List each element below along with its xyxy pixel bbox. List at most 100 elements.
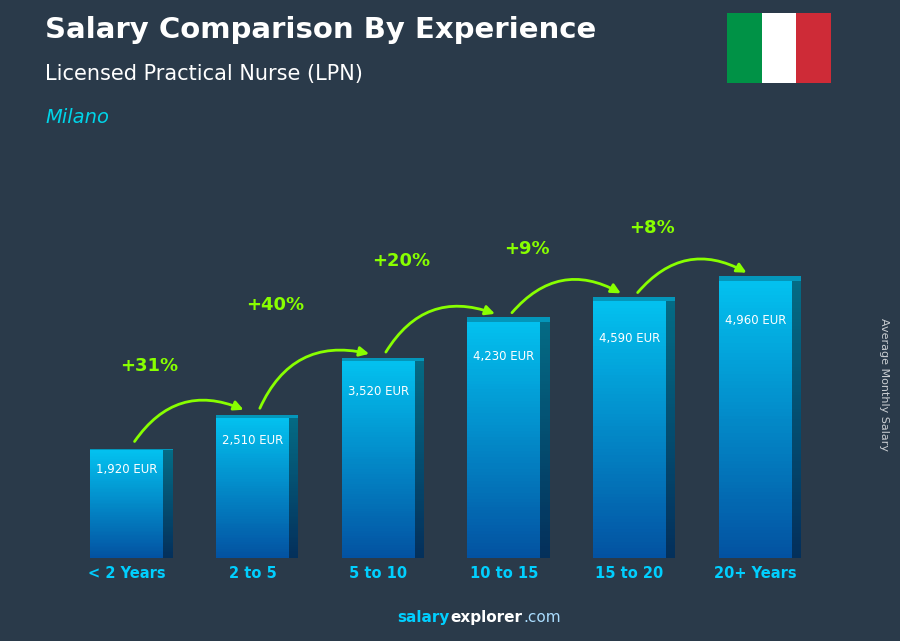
Bar xyxy=(163,507,173,508)
Bar xyxy=(666,516,676,519)
Bar xyxy=(415,511,424,513)
Bar xyxy=(792,347,801,350)
Bar xyxy=(792,308,801,312)
Bar xyxy=(163,548,173,549)
Bar xyxy=(719,554,792,558)
Bar xyxy=(719,326,792,329)
Bar xyxy=(90,484,163,485)
Bar xyxy=(289,421,298,423)
Bar xyxy=(415,435,424,437)
Bar xyxy=(342,543,415,545)
Bar xyxy=(289,458,298,460)
Bar xyxy=(540,422,550,425)
Bar xyxy=(540,451,550,454)
Bar xyxy=(540,401,550,404)
Bar xyxy=(342,418,415,420)
Bar xyxy=(792,551,801,554)
Bar xyxy=(719,513,792,516)
Bar xyxy=(415,540,424,543)
Bar xyxy=(415,481,424,484)
Bar xyxy=(90,485,163,487)
Bar xyxy=(163,511,173,512)
Bar xyxy=(90,551,163,553)
Bar xyxy=(540,330,550,333)
Bar xyxy=(666,420,676,423)
Bar xyxy=(540,466,550,469)
Bar xyxy=(540,528,550,531)
Bar xyxy=(216,529,289,531)
Bar xyxy=(216,477,289,479)
Bar xyxy=(216,460,289,462)
Bar xyxy=(792,412,801,416)
Bar xyxy=(792,319,801,322)
Bar xyxy=(163,476,173,478)
Bar xyxy=(289,482,298,484)
Bar xyxy=(342,508,415,511)
Bar xyxy=(792,471,801,474)
Bar xyxy=(719,485,792,488)
Bar xyxy=(593,308,666,311)
Bar xyxy=(163,480,173,481)
Bar xyxy=(666,513,676,516)
Bar xyxy=(90,549,163,551)
Bar xyxy=(289,556,298,558)
Bar xyxy=(163,501,173,503)
Bar xyxy=(289,484,298,486)
Bar xyxy=(342,531,415,533)
Bar xyxy=(593,551,666,554)
Bar xyxy=(90,528,163,529)
Bar xyxy=(792,481,801,485)
Bar xyxy=(540,554,550,558)
Bar xyxy=(467,517,540,519)
Bar xyxy=(666,311,676,314)
Bar xyxy=(342,462,415,464)
Bar xyxy=(719,429,792,433)
Bar xyxy=(415,508,424,511)
Bar xyxy=(593,455,666,458)
Bar xyxy=(792,385,801,388)
Bar xyxy=(289,419,298,421)
Bar xyxy=(540,531,550,534)
Bar xyxy=(289,517,298,519)
Bar xyxy=(467,434,540,437)
Bar xyxy=(90,545,163,547)
Bar xyxy=(342,408,415,410)
Bar xyxy=(666,337,676,340)
Bar xyxy=(540,440,550,442)
Bar xyxy=(342,499,415,501)
Bar xyxy=(593,385,666,388)
Bar xyxy=(163,532,173,533)
Bar xyxy=(467,351,540,354)
Bar xyxy=(792,392,801,395)
Bar xyxy=(467,508,540,510)
Bar xyxy=(540,493,550,495)
Bar xyxy=(467,463,540,466)
Bar xyxy=(163,523,173,524)
Bar xyxy=(666,397,676,401)
Bar xyxy=(342,403,415,405)
Bar xyxy=(792,457,801,461)
Bar xyxy=(163,513,173,515)
Bar xyxy=(342,526,415,528)
Bar xyxy=(467,354,540,357)
Bar xyxy=(289,445,298,447)
Bar xyxy=(415,467,424,469)
Bar xyxy=(540,333,550,337)
Bar xyxy=(163,538,173,539)
Bar xyxy=(163,544,173,545)
Bar xyxy=(216,462,289,463)
Bar xyxy=(719,533,792,537)
Bar xyxy=(792,378,801,381)
Bar xyxy=(467,528,540,531)
Bar xyxy=(163,555,173,556)
Bar xyxy=(415,369,424,371)
Text: 4,230 EUR: 4,230 EUR xyxy=(473,350,535,363)
Bar xyxy=(540,374,550,378)
Bar xyxy=(216,519,289,521)
Bar xyxy=(540,390,550,392)
Bar xyxy=(593,304,666,308)
Bar xyxy=(540,495,550,499)
Bar xyxy=(216,458,289,460)
Bar xyxy=(163,508,173,510)
Bar xyxy=(540,510,550,513)
